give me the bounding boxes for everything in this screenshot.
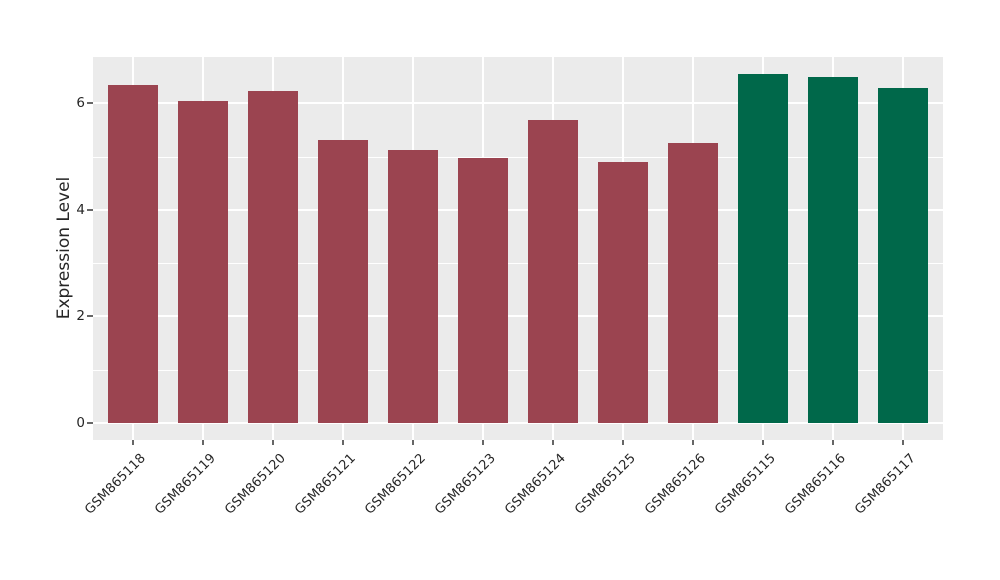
gridline-major-y-2 (93, 315, 943, 317)
x-tick-mark-GSM865115 (762, 440, 764, 445)
x-tick-mark-GSM865117 (902, 440, 904, 445)
y-tick-label-4: 4 (76, 202, 85, 218)
x-tick-label-text-GSM865117: GSM865117 (852, 451, 919, 518)
x-tick-mark-GSM865116 (832, 440, 834, 445)
bar-GSM865124 (528, 120, 578, 423)
bar-GSM865115 (738, 74, 788, 423)
x-tick-mark-GSM865119 (202, 440, 204, 445)
gridline-minor-y-3 (93, 263, 943, 264)
y-tick-mark-2 (87, 315, 93, 317)
bar-GSM865123 (458, 158, 508, 423)
bar-GSM865126 (668, 143, 718, 423)
x-tick-mark-GSM865126 (692, 440, 694, 445)
y-tick-label-2: 2 (76, 308, 85, 324)
x-tick-mark-GSM865122 (412, 440, 414, 445)
x-tick-mark-GSM865124 (552, 440, 554, 445)
x-tick-mark-GSM865123 (482, 440, 484, 445)
x-tick-mark-GSM865118 (132, 440, 134, 445)
bar-GSM865116 (808, 77, 858, 423)
y-axis-title: Expression Level (54, 176, 74, 320)
y-tick-mark-4 (87, 209, 93, 211)
bar-GSM865122 (388, 150, 438, 423)
y-tick-label-0: 0 (76, 415, 85, 431)
plot-panel (93, 57, 943, 440)
bar-GSM865117 (878, 88, 928, 423)
bar-GSM865125 (598, 162, 648, 423)
bar-GSM865120 (248, 91, 298, 423)
gridline-minor-y-5 (93, 157, 943, 158)
y-tick-mark-6 (87, 102, 93, 104)
gridline-major-y-4 (93, 209, 943, 211)
gridline-minor-y-1 (93, 370, 943, 371)
bar-GSM865119 (178, 101, 228, 423)
y-tick-label-6: 6 (76, 95, 85, 111)
bar-GSM865118 (108, 85, 158, 423)
y-tick-mark-0 (87, 422, 93, 424)
gridline-major-y-6 (93, 102, 943, 104)
x-tick-mark-GSM865121 (342, 440, 344, 445)
bar-GSM865121 (318, 140, 368, 423)
x-tick-mark-GSM865120 (272, 440, 274, 445)
x-tick-label-GSM865117: GSM865117 (698, 447, 919, 518)
x-tick-mark-GSM865125 (622, 440, 624, 445)
gridline-major-y-0 (93, 422, 943, 424)
